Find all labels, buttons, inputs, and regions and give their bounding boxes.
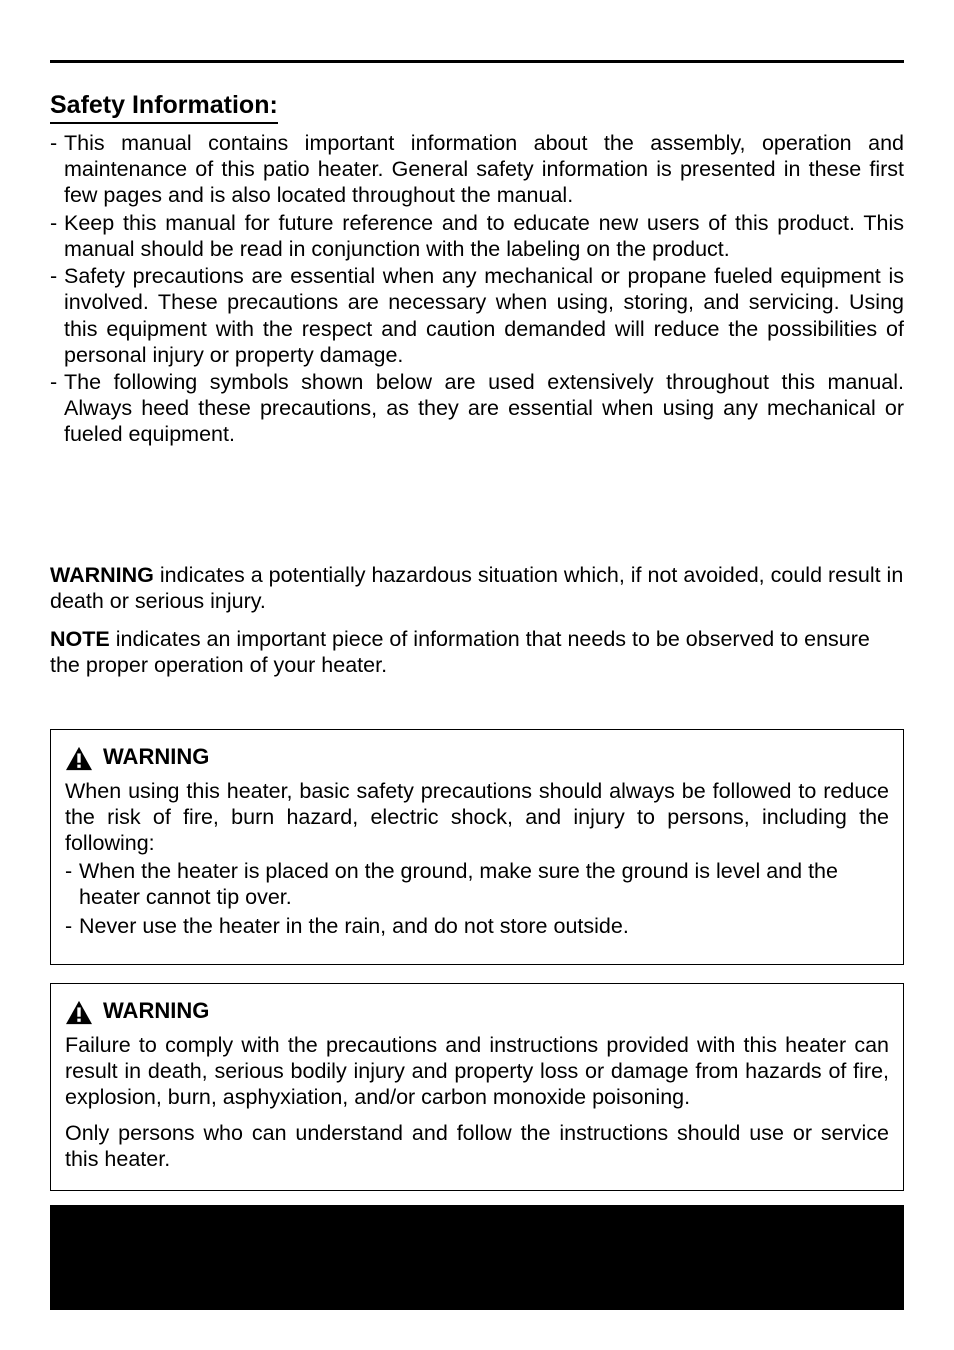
warning-box-body-p1: Failure to comply with the precautions a… xyxy=(65,1032,889,1111)
warning-box-body-p2: Only persons who can understand and foll… xyxy=(65,1120,889,1172)
bullet-marker: - xyxy=(50,369,64,448)
list-item: - Safety precautions are essential when … xyxy=(50,263,904,368)
note-definition-text: indicates an important piece of informat… xyxy=(50,627,870,677)
warning-box-title: WARNING xyxy=(103,744,209,770)
list-item: - This manual contains important informa… xyxy=(50,130,904,209)
warning-triangle-icon xyxy=(65,1000,93,1026)
warning-term: WARNING xyxy=(50,563,154,587)
definitions-block: WARNING indicates a potentially hazardou… xyxy=(50,562,904,679)
bullet-marker: - xyxy=(65,913,79,939)
intro-bullet-list: - This manual contains important informa… xyxy=(50,130,904,448)
note-term: NOTE xyxy=(50,627,110,651)
warning-box-title: WARNING xyxy=(103,998,209,1024)
warning-triangle-icon xyxy=(65,746,93,772)
bullet-marker: - xyxy=(50,130,64,209)
list-item: - Keep this manual for future reference … xyxy=(50,210,904,262)
bullet-text: Keep this manual for future reference an… xyxy=(64,210,904,262)
list-item: - When the heater is placed on the groun… xyxy=(65,858,889,910)
list-item: - Never use the heater in the rain, and … xyxy=(65,913,889,939)
warning-definition: WARNING indicates a potentially hazardou… xyxy=(50,562,904,614)
bullet-text: Safety precautions are essential when an… xyxy=(64,263,904,368)
warning-list-text: When the heater is placed on the ground,… xyxy=(79,858,889,910)
warning-box-2: WARNING Failure to comply with the preca… xyxy=(50,983,904,1191)
footer-black-band xyxy=(50,1205,904,1310)
list-item: - The following symbols shown below are … xyxy=(50,369,904,448)
warning-header: WARNING xyxy=(65,998,889,1026)
bullet-text: The following symbols shown below are us… xyxy=(64,369,904,448)
bullet-marker: - xyxy=(50,210,64,262)
bullet-marker: - xyxy=(50,263,64,368)
warning-box-1: WARNING When using this heater, basic sa… xyxy=(50,729,904,965)
top-horizontal-rule xyxy=(50,60,904,63)
warning-box-body: When using this heater, basic safety pre… xyxy=(65,778,889,857)
warning-header: WARNING xyxy=(65,744,889,772)
section-title: Safety Information: xyxy=(50,91,278,124)
warning-list-text: Never use the heater in the rain, and do… xyxy=(79,913,629,939)
warning-definition-text: indicates a potentially hazardous situat… xyxy=(50,563,903,613)
bullet-text: This manual contains important informati… xyxy=(64,130,904,209)
bullet-marker: - xyxy=(65,858,79,910)
note-definition: NOTE indicates an important piece of inf… xyxy=(50,626,904,678)
